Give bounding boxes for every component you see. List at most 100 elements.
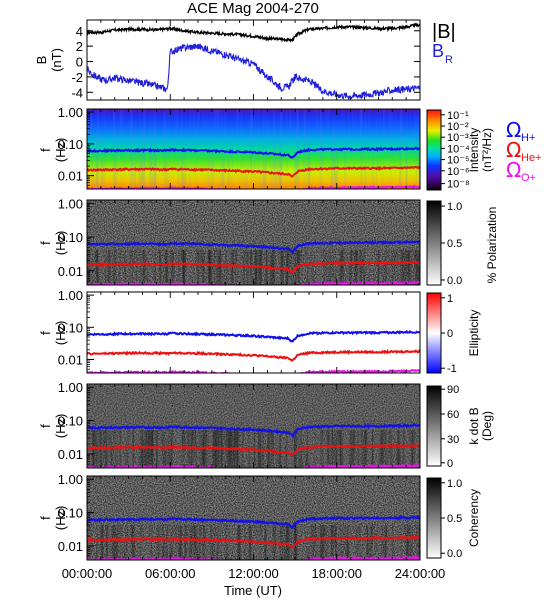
colorbar-k-dot-b (426, 385, 442, 467)
colorbar-intensity-title-1: Intensity (467, 128, 481, 173)
colorbar-tick-label: 0.5 (447, 238, 462, 250)
legend-omega-h-symbol: Ω (506, 118, 521, 142)
series-line-b-r (87, 42, 420, 100)
ytick-label: 0.01 (58, 352, 83, 367)
colorbar-coherency-ticks: 1.0 0.5 0.0 (441, 478, 462, 560)
ytick-label: 1.00 (58, 380, 83, 395)
omega-he-line (87, 443, 420, 457)
panel-coherency-ylabel-unit: (Hz) (53, 506, 68, 531)
legend-omega-h: Ω H+ (506, 118, 535, 144)
omega-he-line (87, 535, 420, 549)
colorbar-k-dot-b-title-2: (Deg) (480, 411, 494, 441)
colorbar-tick-label: 10⁻⁶ (447, 166, 470, 178)
ytick-label: 0.10 (58, 320, 83, 335)
legend-b-r-sub: R (445, 54, 453, 66)
ytick-label: -4 (71, 85, 83, 100)
panel-intensity-ylabel-unit: (Hz) (53, 138, 68, 163)
ytick-label: 0.10 (58, 137, 83, 152)
legend-omega-he: Ω He+ (506, 138, 542, 164)
colorbar-tick-label: 1 (447, 293, 453, 305)
omega-h-line (87, 515, 420, 530)
panel-magnetic-field-ylabel-unit: (nT) (49, 48, 64, 72)
colorbar-tick-label: 10⁻⁸ (447, 179, 470, 191)
panel-coherency: 1.00 0.10 0.01 f (Hz) 1.0 0.5 0.0 Coherency (38, 472, 481, 561)
legend-b-r-label: B (432, 41, 444, 61)
colorbar-tick-label: 1.0 (447, 201, 462, 213)
panel-ellipticity-yticks: 1.00 0.10 0.01 (58, 288, 94, 370)
colorbar-k-dot-b-title-1: k dot B (467, 407, 481, 444)
ytick-label: 0.10 (58, 414, 83, 429)
panel-polarization-ylabel-unit: (Hz) (53, 231, 68, 256)
xtick-label: 24:00:00 (395, 566, 446, 581)
panel-magnetic-field: 420-2-4 B (nT) |B| B R (34, 19, 456, 101)
legend-b-total: |B| (432, 21, 456, 43)
colorbar-ellipticity-title: Ellipticity (467, 310, 481, 357)
colorbar-polarization-ticks: 1.0 0.5 0.0 (441, 201, 462, 287)
colorbar-tick-label: 30 (447, 434, 459, 446)
colorbar-ellipticity-ticks: 1 0 -1 (441, 293, 457, 375)
colorbar-intensity-ticks: 10⁻¹10⁻²10⁻³10⁻⁴10⁻⁵10⁻⁶10⁻⁸ (441, 110, 470, 191)
colorbar-tick-label: 0.0 (447, 275, 462, 287)
panel-ellipticity-ylabel-unit: (Hz) (53, 321, 68, 346)
panel-intensity-yticks: 1.00 0.10 0.01 (58, 105, 94, 186)
panel-k-dot-b: 1.00 0.10 0.01 f (Hz) 90 60 30 0 k dot B (Deg… (38, 380, 494, 470)
panel-intensity: 1.00 0.10 0.01 f (Hz) 10⁻¹10⁻²10⁻³10⁻⁴10⁻⁵… (38, 105, 542, 191)
colorbar-tick-label: 10⁻² (447, 121, 469, 133)
xtick-label: 00:00:00 (62, 566, 113, 581)
panel-polarization-ylabel-main: f (38, 241, 53, 245)
colorbar-tick-label: -1 (447, 363, 457, 375)
x-axis-ticks: 00:00:00 06:00:00 12:00:00 18:00:00 24:00:00 (62, 20, 446, 581)
colorbar-coherency-title: Coherency (467, 489, 481, 547)
ytick-label: 1.00 (58, 472, 83, 487)
omega-he-line (87, 165, 420, 178)
ytick-label: 0.10 (58, 506, 83, 521)
ytick-label: 0.01 (58, 539, 83, 554)
ytick-label: -2 (71, 70, 83, 85)
panel-k-dot-b-ylabel-unit: (Hz) (53, 414, 68, 439)
xtick-label: 12:00:00 (228, 566, 279, 581)
omega-he-line (87, 259, 420, 275)
ytick-label: 0.10 (58, 230, 83, 245)
colorbar-polarization-title: % Polarization (485, 207, 499, 284)
colorbar-tick-label: 1.0 (447, 478, 462, 490)
colorbar-tick-label: 90 (447, 384, 459, 396)
panel-magnetic-field-frame (86, 19, 421, 101)
colorbar-tick-label: 0 (447, 328, 453, 340)
panel-polarization: 1.00 0.10 0.01 f (Hz) 1.0 0.5 0.0 % Polariza… (38, 196, 499, 287)
panel-intensity-ylabel-main: f (38, 148, 53, 152)
colorbar-tick-label: 0.0 (447, 548, 462, 560)
panel-magnetic-field-ylabel-main: B (34, 56, 49, 65)
panel-coherency-ylabel-main: f (38, 516, 53, 520)
legend-omega-he-sub: He+ (521, 152, 542, 164)
panel-magnetic-field-yticks: 420-2-4 (71, 24, 420, 100)
colorbar-ellipticity (426, 292, 442, 374)
omega-h-line (87, 329, 420, 343)
omega-h-line (87, 146, 420, 159)
legend-omega-o-sub: O+ (521, 172, 536, 184)
x-axis-label: Time (UT) (224, 583, 282, 598)
ytick-label: 0.01 (58, 169, 83, 184)
panel-ellipticity-ylabel-main: f (38, 331, 53, 335)
ytick-label: 2 (76, 39, 83, 54)
colorbar-k-dot-b-ticks: 90 60 30 0 (441, 384, 459, 470)
omega-h-line (87, 423, 420, 439)
ytick-label: 0.01 (58, 447, 83, 462)
omega-he-line (87, 349, 420, 362)
legend-omega-h-sub: H+ (521, 132, 535, 144)
colorbar-tick-label: 60 (447, 409, 459, 421)
panel-polarization-yticks: 1.00 0.10 0.01 (58, 196, 94, 282)
colorbar-tick-label: 10⁻⁵ (447, 155, 470, 167)
legend-omega-he-symbol: Ω (506, 138, 521, 162)
ytick-label: 0.01 (58, 264, 83, 279)
omega-h-line (87, 240, 420, 255)
ytick-label: 1.00 (58, 196, 83, 211)
panel-k-dot-b-yticks: 1.00 0.10 0.01 (58, 380, 94, 465)
colorbar-tick-label: 10⁻⁴ (447, 143, 470, 155)
colorbar-tick-label: 0.5 (447, 513, 462, 525)
legend-b-r: B R (432, 41, 453, 66)
colorbar-coherency (426, 477, 442, 559)
ytick-label: 1.00 (58, 288, 83, 303)
series-line-b-total (87, 22, 420, 43)
figure-title: ACE Mag 2004-270 (187, 0, 319, 17)
